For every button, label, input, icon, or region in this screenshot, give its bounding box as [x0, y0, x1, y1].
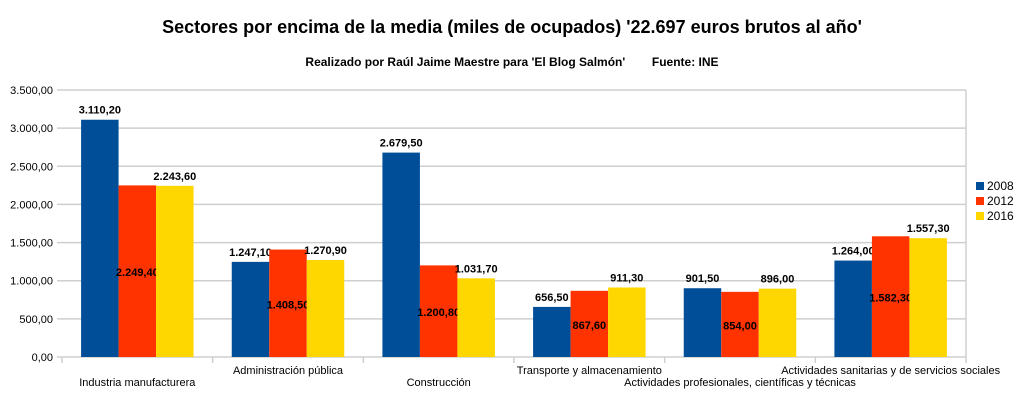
x-category-label: Industria manufacturera: [79, 377, 196, 389]
data-label: 2.679,50: [380, 138, 423, 150]
bar-2008: [683, 288, 722, 357]
bar-2016: [156, 185, 194, 357]
bar-2016: [608, 287, 646, 357]
chart-title: Sectores por encima de la media (miles d…: [162, 17, 862, 37]
chart-subtitle: Realizado por Raúl Jaime Maestre para 'E…: [305, 55, 719, 69]
data-label: 901,50: [686, 273, 720, 285]
bar-2012: [269, 249, 307, 357]
data-label: 854,00: [723, 320, 757, 332]
legend-swatch-2016: [976, 212, 984, 220]
data-label: 2.243,60: [153, 171, 196, 183]
bar-2008: [834, 260, 872, 357]
data-label: 1.270,90: [304, 245, 347, 257]
x-category-label: Actividades profesionales, científicas y…: [624, 377, 856, 389]
y-tick-label: 2.000,00: [10, 199, 53, 211]
y-tick-label: 1.000,00: [10, 276, 53, 288]
x-category-label: Administración pública: [233, 365, 344, 377]
bar-2016: [306, 260, 345, 357]
legend-label: 2012: [987, 194, 1014, 208]
legend-label: 2016: [987, 209, 1014, 223]
bar-2008: [533, 306, 571, 357]
legend-swatch-2008: [976, 182, 984, 190]
data-label: 1.200,80: [417, 307, 460, 319]
bar-2016: [758, 288, 797, 357]
data-label: 911,30: [610, 272, 643, 284]
data-label: 1.264,00: [832, 246, 875, 258]
x-category-label: Transporte y almacenamiento: [517, 365, 662, 377]
bar-2008: [231, 261, 270, 357]
data-label: 1.247,10: [229, 247, 272, 259]
x-category-label: Construcción: [407, 377, 471, 389]
y-tick-label: 3.500,00: [10, 85, 53, 97]
bar-2008: [382, 152, 420, 357]
bar-2012: [118, 185, 157, 357]
bar-2012: [419, 265, 458, 357]
y-tick-label: 0,00: [32, 352, 53, 364]
data-label: 1.408,50: [267, 299, 310, 311]
data-label: 1.582,30: [869, 293, 912, 305]
bar-2016: [909, 238, 947, 357]
bar-2012: [871, 236, 910, 357]
data-label: 1.557,30: [907, 223, 950, 235]
bar-2008: [81, 119, 119, 357]
bar-2016: [457, 278, 495, 357]
legend-label: 2008: [987, 179, 1014, 193]
x-category-label: Actividades sanitarias y de servicios so…: [781, 365, 1000, 377]
bar-2012: [721, 291, 759, 357]
data-label: 3.110,20: [79, 105, 121, 117]
data-label: 2.249,40: [116, 267, 159, 279]
y-tick-label: 1.500,00: [10, 238, 53, 250]
y-tick-label: 3.000,00: [10, 123, 53, 135]
data-label: 867,60: [573, 320, 607, 332]
bar-2012: [570, 290, 609, 357]
data-label: 656,50: [535, 292, 569, 304]
legend-swatch-2012: [976, 197, 984, 205]
y-tick-label: 500,00: [19, 314, 53, 326]
data-label: 1.031,70: [455, 263, 498, 275]
data-label: 896,00: [761, 274, 795, 286]
y-tick-label: 2.500,00: [10, 161, 53, 173]
